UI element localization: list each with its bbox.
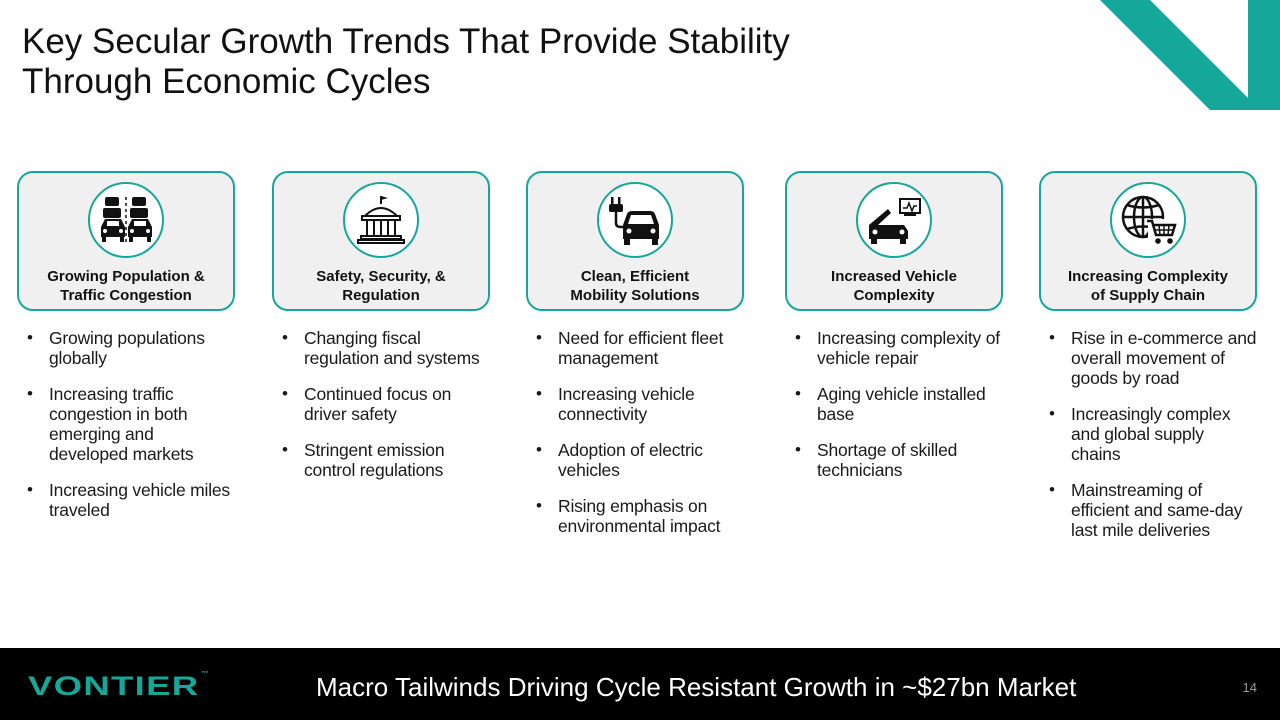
trend-card: Increased Vehicle Complexity xyxy=(785,171,1003,311)
page-number: 14 xyxy=(1242,680,1257,695)
trend-column-population: Growing Population & Traffic Congestion … xyxy=(17,171,235,536)
card-label: Increasing Complexity of Supply Chain xyxy=(1047,267,1249,305)
footer-tagline: Macro Tailwinds Driving Cycle Resistant … xyxy=(316,672,1077,702)
icon-circle xyxy=(343,182,419,258)
card-label-line: of Supply Chain xyxy=(1090,287,1206,304)
card-label: Clean, Efficient Mobility Solutions xyxy=(534,267,736,305)
globe-cart-icon xyxy=(1121,195,1177,244)
bullet-item: Mainstreaming of efficient and same-day … xyxy=(1045,480,1257,540)
trend-card: Clean, Efficient Mobility Solutions xyxy=(526,171,744,311)
page-title: Key Secular Growth Trends That Provide S… xyxy=(22,22,922,102)
electric-car-plug-icon xyxy=(609,197,659,245)
logo-trademark: ™ xyxy=(200,671,211,677)
page-title-line-1: Key Secular Growth Trends That Provide S… xyxy=(22,22,790,61)
bullet-item: Increasing traffic congestion in both em… xyxy=(23,384,235,464)
vontier-logo: VONTIER™ xyxy=(28,671,210,702)
trend-column-mobility: Clean, Efficient Mobility Solutions Need… xyxy=(526,171,744,552)
bullet-list: Need for efficient fleet management Incr… xyxy=(526,328,744,536)
card-label: Increased Vehicle Complexity xyxy=(793,267,995,305)
bullet-item: Growing populations globally xyxy=(23,328,235,368)
card-label-line: Mobility Solutions xyxy=(570,287,700,304)
bullet-item: Increasing vehicle miles traveled xyxy=(23,480,235,520)
card-label: Growing Population & Traffic Congestion xyxy=(25,267,227,305)
trend-column-supply-chain: Increasing Complexity of Supply Chain Ri… xyxy=(1039,171,1257,556)
corner-accent-graphic xyxy=(1100,0,1280,110)
card-label-line: Regulation xyxy=(342,287,420,304)
car-diagnostics-icon xyxy=(869,198,921,244)
bullet-list: Rise in e-commerce and overall movement … xyxy=(1039,328,1257,540)
bullet-item: Increasing complexity of vehicle repair xyxy=(791,328,1003,368)
footer-bar: VONTIER™ Macro Tailwinds Driving Cycle R… xyxy=(0,648,1280,720)
card-label-line: Clean, Efficient xyxy=(580,268,690,285)
bullet-item: Need for efficient fleet management xyxy=(532,328,744,368)
trend-column-safety: Safety, Security, & Regulation Changing … xyxy=(272,171,490,496)
bullet-item: Increasingly complex and global supply c… xyxy=(1045,404,1257,464)
card-label-line: Complexity xyxy=(853,287,935,304)
card-label-line: Safety, Security, & xyxy=(316,268,446,285)
bullet-list: Changing fiscal regulation and systems C… xyxy=(272,328,490,480)
logo-text: VONTIER xyxy=(28,671,200,701)
bullet-item: Aging vehicle installed base xyxy=(791,384,1003,424)
bullet-item: Continued focus on driver safety xyxy=(278,384,490,424)
bullet-list: Increasing complexity of vehicle repair … xyxy=(785,328,1003,480)
government-building-icon xyxy=(357,196,405,244)
bullet-item: Rise in e-commerce and overall movement … xyxy=(1045,328,1257,388)
icon-circle xyxy=(88,182,164,258)
bullet-item: Stringent emission control regulations xyxy=(278,440,490,480)
page-title-line-2: Through Economic Cycles xyxy=(22,62,431,101)
trend-column-vehicle-complexity: Increased Vehicle Complexity Increasing … xyxy=(785,171,1003,496)
icon-circle xyxy=(1110,182,1186,258)
trend-card: Growing Population & Traffic Congestion xyxy=(17,171,235,311)
trend-card: Increasing Complexity of Supply Chain xyxy=(1039,171,1257,311)
bullet-item: Rising emphasis on environmental impact xyxy=(532,496,744,536)
card-label-line: Increased Vehicle xyxy=(831,268,957,285)
bullet-item: Adoption of electric vehicles xyxy=(532,440,744,480)
card-label: Safety, Security, & Regulation xyxy=(280,267,482,305)
icon-circle xyxy=(856,182,932,258)
icon-circle xyxy=(597,182,673,258)
card-label-line: Traffic Congestion xyxy=(60,287,192,304)
bullet-item: Increasing vehicle connectivity xyxy=(532,384,744,424)
card-label-line: Increasing Complexity xyxy=(1067,268,1229,285)
bullet-item: Shortage of skilled technicians xyxy=(791,440,1003,480)
trend-card: Safety, Security, & Regulation xyxy=(272,171,490,311)
traffic-cars-icon xyxy=(101,197,152,242)
card-label-line: Growing Population & xyxy=(47,268,205,285)
bullet-item: Changing fiscal regulation and systems xyxy=(278,328,490,368)
bullet-list: Growing populations globally Increasing … xyxy=(17,328,235,520)
